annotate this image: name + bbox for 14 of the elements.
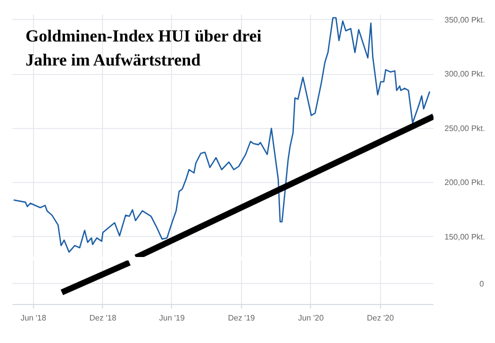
x-tick-label: Dez '18 xyxy=(89,314,117,322)
y-tick-label: 350,00 Pkt. xyxy=(444,15,485,24)
x-tick-label: Dez '20 xyxy=(366,314,394,322)
y-tick-label: 300,00 Pkt. xyxy=(444,70,485,79)
y-tick-label: 250,00 Pkt. xyxy=(444,124,485,133)
x-tick-label: Dez '19 xyxy=(228,314,256,322)
y-tick-label: 150,00 Pkt. xyxy=(444,232,485,242)
text: Goldminen-Index HUI über drei Jahre im Aufwärtstrend xyxy=(26,26,262,70)
y-tick-label: 200,00 Pkt. xyxy=(444,178,485,188)
line-series xyxy=(12,17,430,253)
x-tick-label: Jun '18 xyxy=(20,314,47,322)
x-tick-label: Jun '20 xyxy=(298,314,324,322)
x-tick-label: Jun '19 xyxy=(159,314,186,322)
text: 0 xyxy=(480,280,484,289)
